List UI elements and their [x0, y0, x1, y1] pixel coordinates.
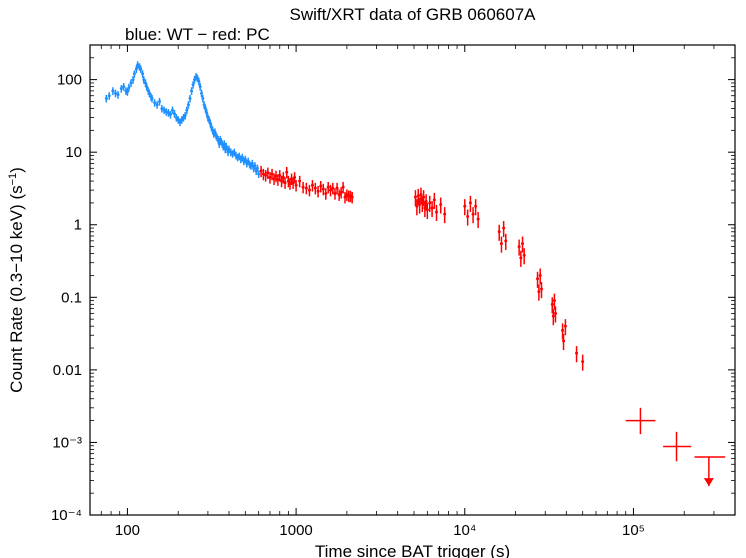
chart-subtitle: blue: WT − red: PC	[125, 25, 270, 44]
x-tick-label: 1000	[279, 522, 312, 539]
y-tick-label: 10⁻⁴	[51, 507, 82, 524]
x-tick-label: 10⁵	[622, 522, 645, 539]
y-tick-label: 10	[65, 144, 82, 161]
y-tick-label: 10⁻³	[52, 434, 82, 451]
chart-container: 100 1000 10⁴ 10⁵ 10⁻⁴ 10⁻³ 0.01 0.1 1 10 100 Time s…	[0, 0, 746, 558]
x-tick-label: 100	[115, 522, 140, 539]
y-tick-label: 0.1	[61, 289, 82, 306]
scatter-chart: 100 1000 10⁴ 10⁵ 10⁻⁴ 10⁻³ 0.01 0.1 1 10 100 Time s…	[0, 0, 746, 558]
x-axis-label: Time since BAT trigger (s)	[315, 542, 510, 558]
y-tick-label: 1	[74, 217, 82, 234]
y-tick-label: 0.01	[53, 362, 82, 379]
x-tick-label: 10⁴	[453, 522, 476, 539]
chart-title: Swift/XRT data of GRB 060607A	[289, 5, 536, 24]
y-axis-label: Count Rate (0.3−10 keV) (s−1)	[7, 167, 26, 393]
y-tick-label: 100	[57, 72, 82, 89]
